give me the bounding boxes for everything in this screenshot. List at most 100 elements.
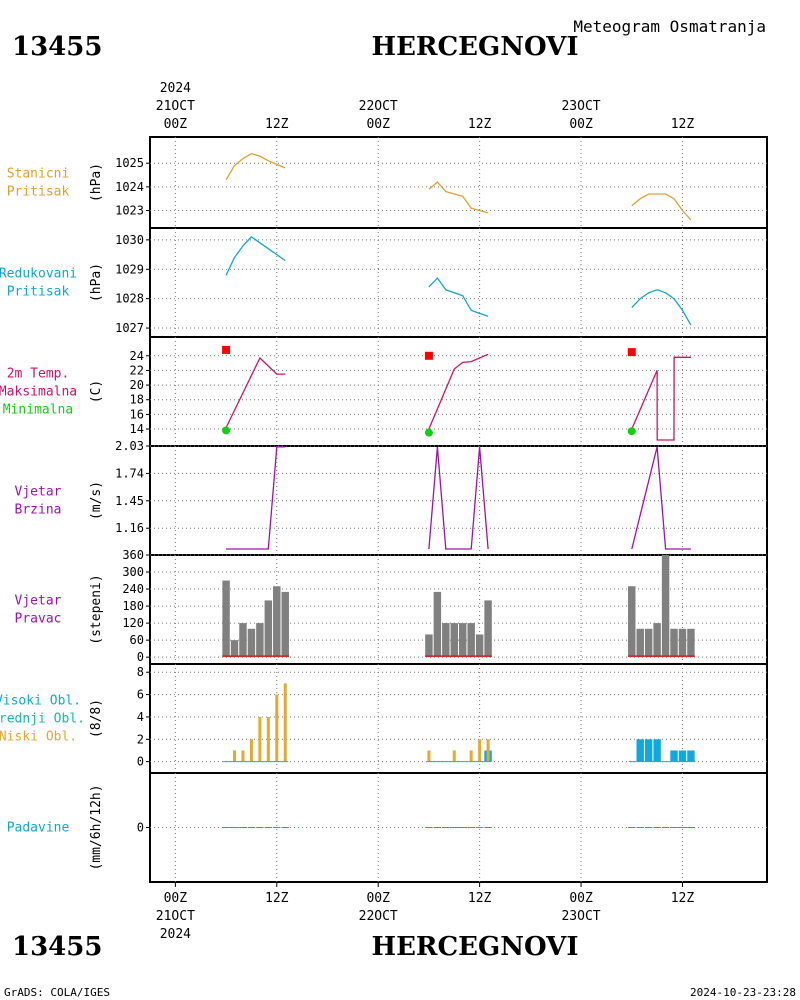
panel-label: Pritisak xyxy=(7,185,70,200)
low-cloud-bar xyxy=(427,750,431,762)
low-cloud-bar xyxy=(283,683,287,762)
y-tick-label: 2.03 xyxy=(115,439,144,453)
precip-bar xyxy=(273,827,281,828)
y-tick-label: 1.45 xyxy=(115,494,144,508)
time-axis-top: 2024 21OCT 00Z 12Z 22OCT 00Z 12Z 23OCT 00Z 12Z xyxy=(156,81,695,132)
wind-direction-bar xyxy=(442,623,450,658)
low-cloud-bar xyxy=(241,750,245,762)
wind-direction-bar xyxy=(653,623,661,658)
top-time-label: 23OCT xyxy=(561,99,600,114)
y-tick-label: 6 xyxy=(137,688,144,702)
series-line xyxy=(225,236,286,276)
high-cloud-bar xyxy=(687,750,695,762)
time-axis-bottom: 00Z 21OCT 2024 12Z 00Z 22OCT 12Z 00Z 23OCT 12Z xyxy=(156,882,695,942)
y-tick-label: 0 xyxy=(137,650,144,664)
y-tick-label: 1027 xyxy=(115,321,144,335)
wind-direction-bar xyxy=(475,634,484,658)
low-cloud-bar xyxy=(452,750,456,762)
series-line xyxy=(631,193,692,221)
wind-direction-bar xyxy=(450,623,458,658)
top-time-label: 00Z xyxy=(366,117,390,132)
y-tick-label: 1030 xyxy=(115,233,144,247)
low-cloud-bar xyxy=(233,750,237,762)
precip-bar xyxy=(281,827,289,828)
bottom-time-label: 12Z xyxy=(671,891,695,906)
wind-direction-bar xyxy=(661,555,670,658)
wind-direction-bar xyxy=(433,591,442,658)
bottom-date-label: 22OCT xyxy=(359,909,398,924)
panel-label: Redukovani xyxy=(0,267,77,282)
tmin-marker xyxy=(424,428,433,437)
top-time-label: 12Z xyxy=(265,117,289,132)
precip-bar xyxy=(653,827,661,828)
y-tick-label: 16 xyxy=(130,407,144,421)
y-axis-label: (stepeni) xyxy=(89,574,104,644)
panel-label: Minimalna xyxy=(3,403,73,418)
wind-direction-bar xyxy=(273,586,281,658)
top-time-label: 12Z xyxy=(671,117,695,132)
wind-direction-bar xyxy=(425,634,433,658)
y-tick-label: 20 xyxy=(130,378,144,392)
top-time-label: 21OCT xyxy=(156,99,195,114)
y-axis-label: (mm/6h/12h) xyxy=(89,784,104,870)
chart-subtitle: Meteogram Osmatranja xyxy=(573,17,766,36)
precip-bar xyxy=(425,827,433,828)
panel-label: Stanicni xyxy=(7,167,70,182)
y-tick-label: 2 xyxy=(137,732,144,746)
precip-bar xyxy=(687,827,695,828)
y-tick-label: 1029 xyxy=(115,262,144,276)
grads-credit: GrADS: COLA/IGES xyxy=(4,986,110,999)
low-cloud-bar xyxy=(469,750,473,762)
y-tick-label: 24 xyxy=(130,349,144,363)
precip-bar xyxy=(467,827,475,828)
tmin-marker xyxy=(627,427,636,436)
wind-direction-bar xyxy=(222,580,230,658)
station-name-top: HERCEGNOVI xyxy=(372,32,579,62)
panel-reduced_pressure: 1027 1028 1029 1030 (hPa) Redukovani Pritisak xyxy=(0,227,768,338)
series-line xyxy=(631,289,692,326)
low-cloud-bar xyxy=(258,716,262,762)
panel-label: Vjetar xyxy=(15,485,62,500)
panel-wind_speed: 1.16 1.45 1.74 2.03 (m/s) Vjetar Brzina xyxy=(15,439,768,556)
precip-bar xyxy=(628,827,636,828)
wind-direction-bar xyxy=(247,628,256,658)
y-tick-label: 1.16 xyxy=(115,521,144,535)
panel-label: Padavine xyxy=(7,821,70,836)
precip-bar xyxy=(475,827,484,828)
precip-bar xyxy=(644,827,653,828)
panel-label: Vjetar xyxy=(15,594,62,609)
y-tick-label: 180 xyxy=(122,599,144,613)
wind-direction-bar xyxy=(636,628,644,658)
high-cloud-bar xyxy=(670,750,678,762)
y-tick-label: 1025 xyxy=(115,156,144,170)
station-id-bottom: 13455 xyxy=(12,932,102,962)
bottom-time-label: 12Z xyxy=(468,891,492,906)
y-tick-label: 14 xyxy=(130,422,144,436)
precip-bar xyxy=(636,827,644,828)
bottom-time-label: 00Z xyxy=(164,891,188,906)
high-cloud-bar xyxy=(644,739,653,762)
y-tick-label: 60 xyxy=(130,633,144,647)
generation-timestamp: 2024-10-23-23:28 xyxy=(690,986,796,999)
wind-direction-bar xyxy=(230,640,239,658)
wind-direction-bar xyxy=(628,586,636,658)
series-line xyxy=(428,181,489,214)
top-time-label: 00Z xyxy=(164,117,188,132)
y-tick-label: 4 xyxy=(137,710,144,724)
y-axis-label: (m/s) xyxy=(89,481,104,520)
y-tick-label: 0 xyxy=(137,821,144,835)
panel-frame xyxy=(149,136,768,229)
y-tick-label: 1.74 xyxy=(115,466,144,480)
station-id-top: 13455 xyxy=(12,32,102,62)
precip-bar xyxy=(239,827,247,828)
series-line xyxy=(226,446,286,550)
precip-bar xyxy=(264,827,273,828)
high-cloud-bar xyxy=(678,750,687,762)
wind-direction-bar xyxy=(467,623,475,658)
panel-label: Visoki Obl. xyxy=(0,694,81,709)
bottom-year-label: 2024 xyxy=(160,927,191,942)
y-axis-label: (hPa) xyxy=(89,263,104,302)
panel-label: 2m Temp. xyxy=(7,367,70,382)
